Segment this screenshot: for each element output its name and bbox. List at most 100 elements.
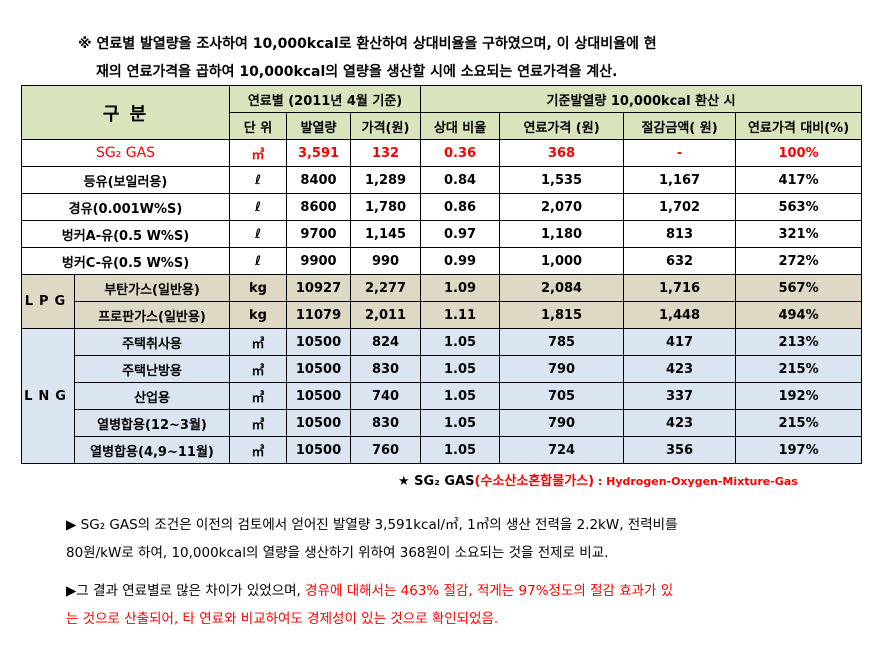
cell-ratio: 1.05 bbox=[420, 382, 501, 410]
cell-heat: 8400 bbox=[286, 166, 352, 194]
col-header: 연료가격 (원) bbox=[499, 112, 625, 140]
cell-fuel-price: 2,084 bbox=[499, 274, 625, 302]
cell-heat: 10500 bbox=[286, 328, 352, 356]
table-row: 벙커A-유(0.5 W%S) ℓ 9700 1,145 0.97 1,180 8… bbox=[20, 220, 863, 248]
cell-fuel-price: 705 bbox=[499, 382, 625, 410]
cell-price: 2,011 bbox=[350, 301, 422, 329]
cell-pct: 100% bbox=[735, 139, 863, 167]
col-header: 가격(원) bbox=[350, 112, 422, 140]
cell-unit: kg bbox=[229, 301, 288, 329]
cell-pct: 567% bbox=[735, 274, 863, 302]
cell-ratio: 1.05 bbox=[420, 328, 501, 356]
col-header: 상대 비율 bbox=[420, 112, 501, 140]
cell-heat: 10500 bbox=[286, 436, 352, 464]
cell-unit: ℓ bbox=[229, 247, 288, 275]
footnote-korean: (수소산소혼합물가스) bbox=[474, 474, 595, 489]
table-row: LNG 주택취사용 ㎥ 10500 824 1.05 785 417 213% bbox=[21, 328, 863, 464]
cell-fuel-price: 1,535 bbox=[499, 166, 625, 194]
row-name: SG₂ GAS bbox=[20, 139, 231, 167]
cell-pct: 213% bbox=[735, 328, 863, 356]
header-standard: 기준발열량 10,000kcal 환산 시 bbox=[420, 85, 863, 113]
table-row: 열병합용(12~3월) ㎥ 10500 830 1.05 790 423 215… bbox=[22, 409, 863, 437]
cell-ratio: 0.99 bbox=[420, 247, 501, 275]
cell-price: 1,780 bbox=[350, 193, 422, 221]
cell-unit: ℓ bbox=[229, 193, 288, 221]
cell-heat: 11079 bbox=[286, 301, 352, 329]
cell-price: 830 bbox=[350, 355, 422, 383]
cell-fuel-price: 1,180 bbox=[499, 220, 625, 248]
cell-unit: ㎥ bbox=[229, 436, 288, 464]
row-name: 주택난방용 bbox=[73, 355, 231, 383]
cell-heat: 9900 bbox=[286, 247, 352, 275]
result-line-1-black: ▶그 결과 연료별로 많은 차이가 있었으며, bbox=[66, 583, 306, 599]
cell-saving: 417 bbox=[623, 328, 737, 356]
row-name: 경유(0.001W%S) bbox=[20, 193, 231, 221]
table-row: SG₂ GAS ㎥ 3,591 132 0.36 368 - 100% bbox=[20, 139, 863, 167]
cell-saving: - bbox=[623, 139, 737, 167]
cell-fuel-price: 368 bbox=[499, 139, 625, 167]
group-label-lng: LNG bbox=[21, 328, 75, 464]
cell-saving: 813 bbox=[623, 220, 737, 248]
header-row-1: 구 분 연료별 (2011년 4월 기준) 기준발열량 10,000kcal 환… bbox=[20, 85, 863, 140]
cell-heat: 10500 bbox=[286, 382, 352, 410]
cell-unit: ㎥ bbox=[229, 409, 288, 437]
cell-price: 830 bbox=[350, 409, 422, 437]
row-name: 주택취사용 bbox=[73, 328, 231, 356]
cell-price: 824 bbox=[350, 328, 422, 356]
cell-price: 990 bbox=[350, 247, 422, 275]
cell-pct: 494% bbox=[735, 301, 863, 329]
header-row-2: 단 위 발열량 가격(원) 상대 비율 연료가격 (원) 절감금액( 원) 연료… bbox=[22, 112, 863, 140]
cell-saving: 1,448 bbox=[623, 301, 737, 329]
cell-price: 132 bbox=[350, 139, 422, 167]
cell-price: 740 bbox=[350, 382, 422, 410]
cell-unit: ㎥ bbox=[229, 328, 288, 356]
cell-unit: ㎥ bbox=[229, 382, 288, 410]
cell-heat: 10500 bbox=[286, 355, 352, 383]
cell-unit: kg bbox=[229, 274, 288, 302]
cell-pct: 197% bbox=[735, 436, 863, 464]
table-row: 열병합용(4,9~11월) ㎥ 10500 760 1.05 724 356 1… bbox=[22, 436, 863, 464]
cell-pct: 321% bbox=[735, 220, 863, 248]
intro-line-2: 재의 연료가격을 곱하여 10,000kcal의 열량을 생산할 시에 소요되는… bbox=[96, 64, 618, 80]
cell-saving: 1,167 bbox=[623, 166, 737, 194]
table-row: 등유(보일러용) ℓ 8400 1,289 0.84 1,535 1,167 4… bbox=[20, 166, 863, 194]
row-name: 부탄가스(일반용) bbox=[73, 274, 231, 302]
footnote-english: : Hydrogen-Oxygen-Mixture-Gas bbox=[594, 475, 798, 488]
col-header: 절감금액( 원) bbox=[623, 112, 737, 140]
cell-fuel-price: 1,000 bbox=[499, 247, 625, 275]
cell-saving: 1,716 bbox=[623, 274, 737, 302]
row-name: 열병합용(12~3월) bbox=[73, 409, 231, 437]
cell-ratio: 1.05 bbox=[420, 355, 501, 383]
row-name: 열병합용(4,9~11월) bbox=[73, 436, 231, 464]
cell-ratio: 1.05 bbox=[420, 436, 501, 464]
col-header: 연료가격 대비(%) bbox=[735, 112, 863, 140]
cell-price: 760 bbox=[350, 436, 422, 464]
header-by-fuel: 연료별 (2011년 4월 기준) bbox=[229, 85, 422, 113]
cell-unit: ℓ bbox=[229, 166, 288, 194]
fuel-cost-table: 구 분 연료별 (2011년 4월 기준) 기준발열량 10,000kcal 환… bbox=[20, 85, 863, 464]
cell-ratio: 0.97 bbox=[420, 220, 501, 248]
row-name: 프로판가스(일반용) bbox=[73, 301, 231, 329]
cell-ratio: 1.05 bbox=[420, 409, 501, 437]
cell-heat: 3,591 bbox=[286, 139, 352, 167]
footnote-prefix: ★ SG₂ GAS bbox=[398, 474, 475, 489]
table-row: 벙커C-유(0.5 W%S) ℓ 9900 990 0.99 1,000 632… bbox=[20, 247, 863, 275]
cell-ratio: 0.36 bbox=[420, 139, 501, 167]
cell-pct: 215% bbox=[735, 409, 863, 437]
table-row: 경유(0.001W%S) ℓ 8600 1,780 0.86 2,070 1,7… bbox=[20, 193, 863, 221]
condition-line-1: ▶ SG₂ GAS의 조건은 이전의 검토에서 얻어진 발열량 3,591kca… bbox=[66, 517, 678, 533]
table-row: 프로판가스(일반용) kg 11079 2,011 1.11 1,815 1,4… bbox=[22, 301, 863, 329]
table-row: LPG 부탄가스(일반용) kg 10927 2,277 1.09 2,084 … bbox=[21, 274, 863, 329]
cell-saving: 337 bbox=[623, 382, 737, 410]
result-paragraph: ▶그 결과 연료별로 많은 차이가 있었으며, 경유에 대해서는 463% 절감… bbox=[66, 577, 846, 633]
cell-saving: 356 bbox=[623, 436, 737, 464]
condition-paragraph: ▶ SG₂ GAS의 조건은 이전의 검토에서 얻어진 발열량 3,591kca… bbox=[66, 511, 846, 567]
cell-pct: 417% bbox=[735, 166, 863, 194]
cell-unit: ℓ bbox=[229, 220, 288, 248]
row-name: 벙커A-유(0.5 W%S) bbox=[20, 220, 231, 248]
table-row: 주택난방용 ㎥ 10500 830 1.05 790 423 215% bbox=[22, 355, 863, 383]
cell-fuel-price: 790 bbox=[499, 409, 625, 437]
cell-unit: ㎥ bbox=[229, 139, 288, 167]
result-line-1-red: 경유에 대해서는 463% 절감, 적게는 97%정도의 절감 효과가 있 bbox=[305, 583, 674, 599]
cell-pct: 215% bbox=[735, 355, 863, 383]
